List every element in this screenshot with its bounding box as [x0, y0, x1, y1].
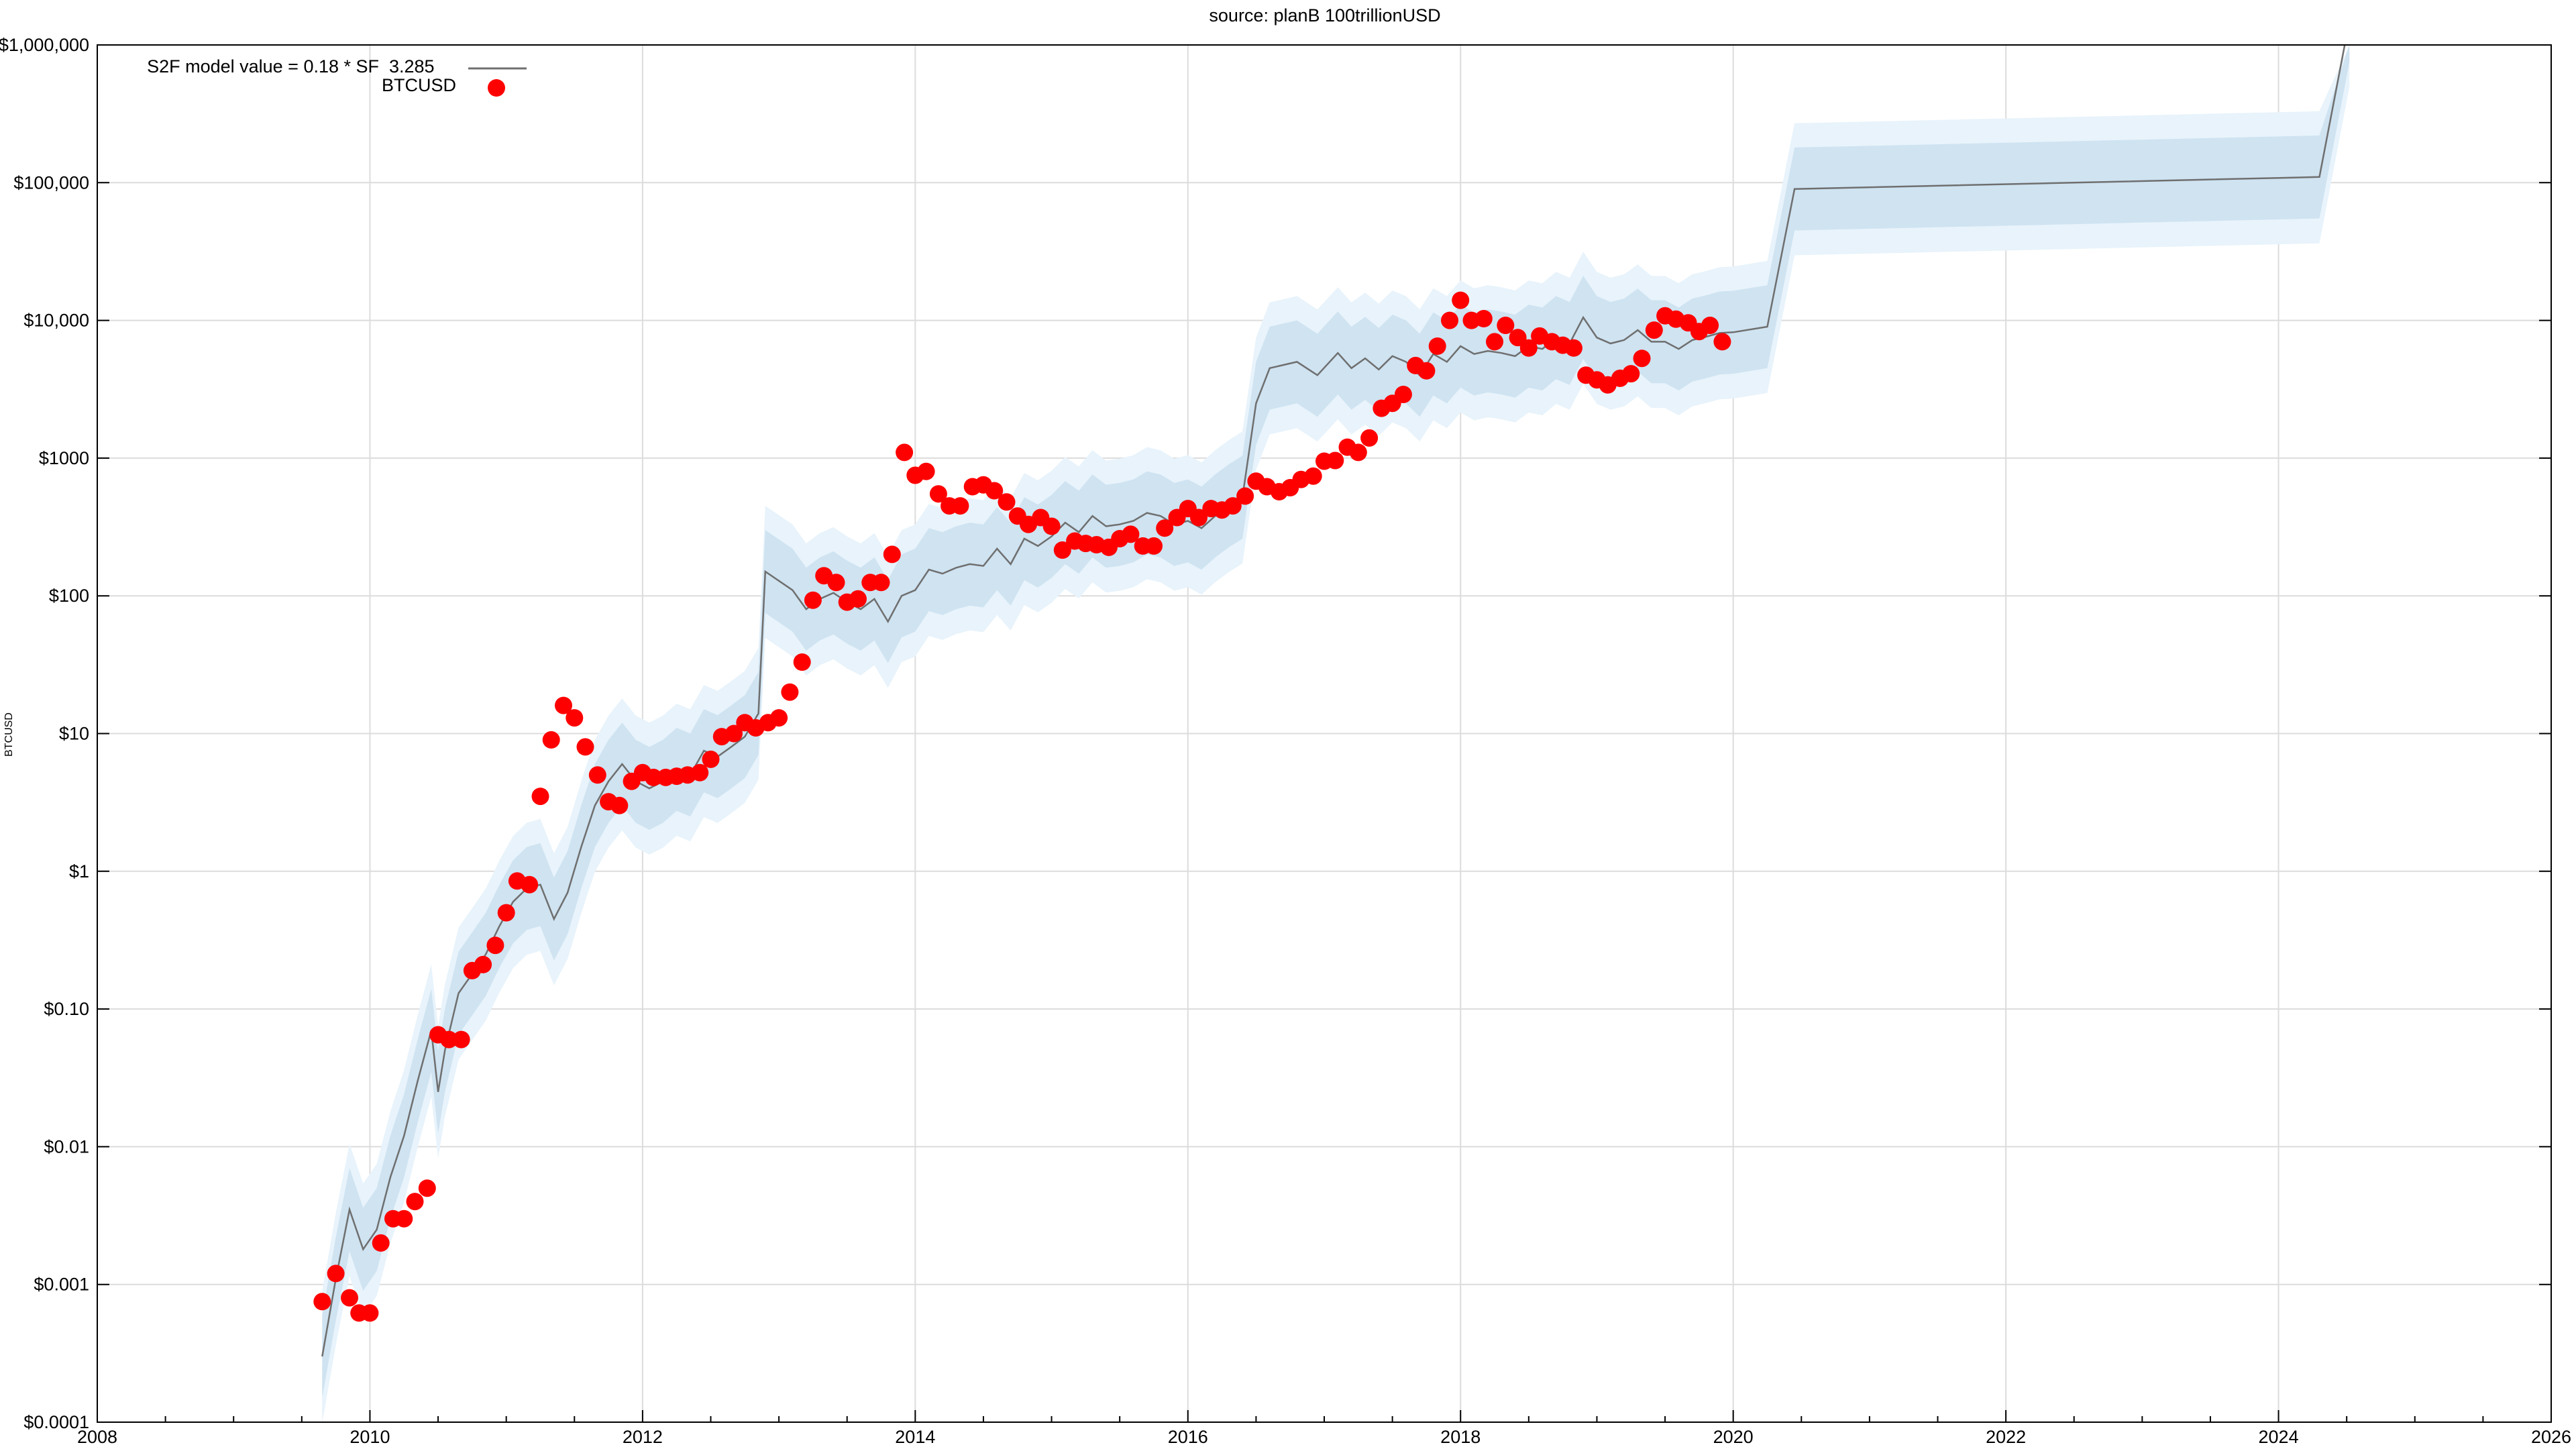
- x-tick-label: 2018: [1440, 1427, 1481, 1447]
- btc-point: [361, 1304, 379, 1322]
- legend-model-label: S2F model value = 0.18 * SF: [147, 56, 379, 76]
- y-tick-label: $0.01: [44, 1136, 89, 1157]
- btc-point: [770, 709, 788, 727]
- btc-point: [1304, 467, 1322, 485]
- x-tick-label: 2010: [350, 1427, 390, 1447]
- btc-point: [555, 696, 572, 714]
- btc-point: [1486, 333, 1503, 351]
- x-tick-label: 2016: [1168, 1427, 1208, 1447]
- btc-point: [1394, 386, 1412, 403]
- y-tick-label: $100: [49, 586, 89, 606]
- btc-point: [313, 1293, 331, 1311]
- btc-point: [588, 766, 606, 784]
- btc-point: [725, 724, 743, 743]
- legend-btc-label: BTCUSD: [382, 75, 456, 95]
- btc-point: [951, 497, 969, 515]
- btc-point: [566, 709, 584, 727]
- x-tick-label: 2012: [623, 1427, 663, 1447]
- btc-point: [1190, 508, 1208, 527]
- btc-point: [1122, 525, 1140, 543]
- btc-point: [1441, 311, 1458, 329]
- btc-point: [1145, 537, 1163, 555]
- btc-point: [1564, 339, 1582, 357]
- btc-point: [395, 1210, 413, 1228]
- btc-point: [1224, 497, 1242, 515]
- btc-point: [576, 738, 594, 756]
- legend-model-exponent: 3.285: [389, 56, 435, 76]
- legend: S2F model value = 0.18 * SF 3.285 BTCUSD: [147, 56, 527, 97]
- btc-point: [1622, 365, 1640, 383]
- btc-point: [1156, 519, 1174, 537]
- y-tick-label: $1,000,000: [0, 35, 89, 55]
- btc-point: [849, 590, 867, 608]
- btc-point: [1417, 362, 1436, 380]
- y-tick-label: $10,000: [23, 311, 89, 331]
- btc-point: [917, 462, 935, 480]
- btc-point: [327, 1265, 345, 1283]
- y-tick-label: $1: [69, 861, 89, 881]
- btc-point: [474, 955, 492, 973]
- y-tick-label: $100,000: [13, 172, 89, 193]
- axis-ticks: 2008 2010 2012 2014 2016 2018 2020 2022 2024 2026…: [0, 35, 2571, 1447]
- btc-point: [542, 731, 560, 749]
- btc-point: [1519, 339, 1538, 357]
- btc-point: [929, 485, 947, 503]
- btc-point: [1428, 337, 1446, 355]
- btc-point: [452, 1030, 470, 1049]
- btc-point: [1645, 321, 1663, 339]
- btc-point: [610, 796, 629, 814]
- btc-point: [691, 763, 709, 782]
- chart-title: source: planB 100trillionUSD: [1209, 5, 1440, 25]
- x-tick-label: 2022: [1986, 1427, 2026, 1447]
- btc-point: [1053, 541, 1071, 559]
- btc-point: [1360, 429, 1379, 447]
- btc-point: [793, 653, 811, 671]
- btc-points: [313, 291, 1731, 1322]
- x-tick-label: 2008: [77, 1427, 117, 1447]
- btc-point: [531, 788, 549, 806]
- x-tick-label: 2020: [1713, 1427, 1754, 1447]
- x-tick-label: 2026: [2531, 1427, 2571, 1447]
- btc-point: [827, 574, 845, 592]
- y-tick-label: $0.001: [34, 1275, 89, 1295]
- btc-point: [372, 1234, 390, 1252]
- y-tick-label: $10: [59, 724, 89, 744]
- btc-point: [1349, 443, 1367, 462]
- btc-point: [1042, 517, 1061, 535]
- btc-point: [497, 904, 515, 922]
- btc-point: [896, 443, 914, 462]
- btc-point: [1236, 487, 1254, 505]
- btc-point: [804, 591, 822, 609]
- btc-point: [1701, 317, 1719, 334]
- y-axis-label: BTCUSD: [3, 712, 15, 757]
- btc-point: [1509, 329, 1527, 347]
- btc-point: [1713, 333, 1731, 351]
- btc-point: [645, 768, 663, 786]
- btc-point: [1497, 317, 1515, 334]
- btc-point: [998, 493, 1016, 511]
- btc-point: [1326, 451, 1344, 470]
- btc-point: [1633, 350, 1651, 368]
- btc-point: [883, 545, 901, 564]
- btc-point: [406, 1193, 424, 1211]
- btc-point: [486, 936, 504, 955]
- x-tick-label: 2024: [2259, 1427, 2299, 1447]
- btc-point: [1452, 291, 1470, 309]
- btc-point: [521, 875, 539, 894]
- btc-point: [1474, 310, 1493, 327]
- btc-point: [418, 1179, 436, 1197]
- btc-point: [341, 1289, 358, 1307]
- y-tick-label: $1000: [39, 448, 89, 468]
- x-tick-label: 2014: [895, 1427, 935, 1447]
- y-tick-label: $0.0001: [23, 1412, 89, 1432]
- y-tick-label: $0.10: [44, 999, 89, 1019]
- legend-btc-marker: [488, 79, 505, 97]
- btc-point: [872, 574, 890, 592]
- btc-point: [781, 683, 799, 701]
- btc-point: [985, 482, 1004, 500]
- btc-point: [440, 1030, 458, 1049]
- btc-point: [702, 750, 720, 768]
